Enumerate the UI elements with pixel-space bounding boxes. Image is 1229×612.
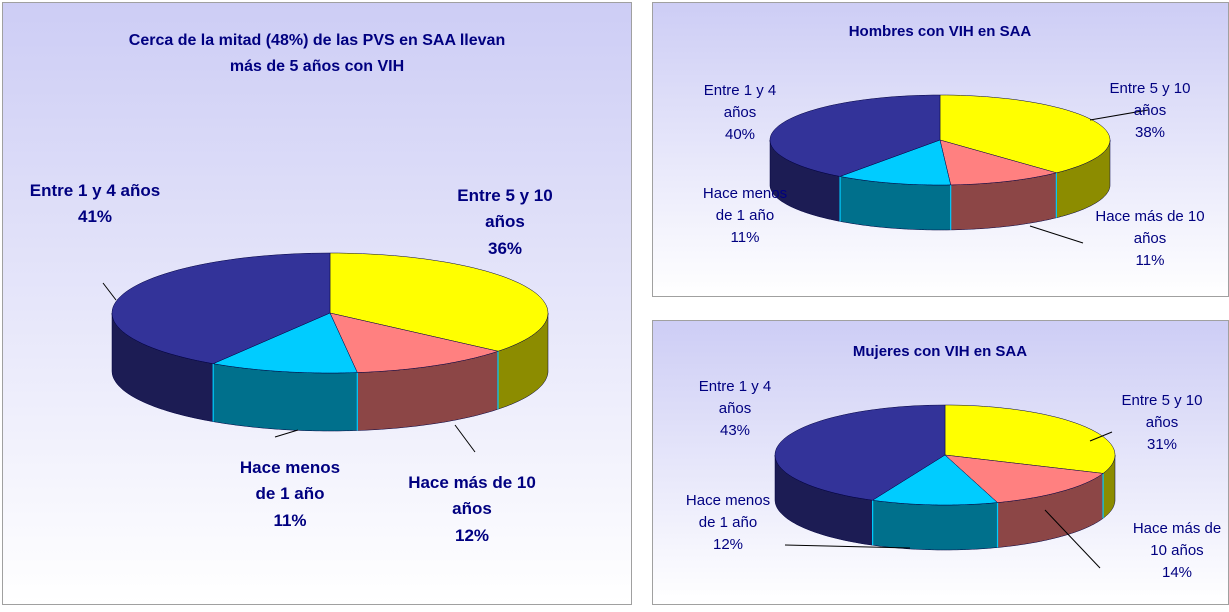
category-label: Entre 5 y 10 años [1109, 80, 1191, 119]
category-label: Entre 1 y 4 años [703, 82, 777, 121]
data-label: Entre 1 y 4 años 40% [695, 80, 785, 145]
value-label: 41% [77, 207, 113, 227]
leader-line [274, 429, 299, 438]
value-label: 11% [273, 510, 307, 530]
data-label: Entre 5 y 10 años 36% [450, 183, 560, 262]
category-label: Hace más de 10 años [1132, 520, 1222, 559]
data-label: Hace menos de 1 año 11% [695, 183, 795, 248]
category-label: Hace menos de 1 año [702, 185, 788, 224]
pie-slice [329, 252, 549, 352]
data-label: Entre 5 y 10 años 31% [1117, 390, 1207, 455]
leader-line [102, 282, 117, 301]
category-label: Hace más de 10 años [1095, 208, 1205, 247]
leader-line [1089, 109, 1149, 121]
value-label: 12% [454, 525, 490, 545]
pie-side [212, 363, 358, 432]
pie-slice [769, 94, 941, 177]
category-label: Hace más de 10 años [408, 473, 536, 519]
value-label: 38% [1134, 123, 1166, 141]
category-label: Hace menos de 1 año [685, 492, 771, 531]
chart-title: Mujeres con VIH en SAA [852, 343, 1028, 360]
data-label: Hace más de 10 años 12% [407, 470, 537, 549]
pie-slice [939, 94, 1111, 174]
pie-side [872, 499, 998, 551]
data-label: Hace más de 10 años 14% [1127, 518, 1227, 583]
value-label: 12% [712, 535, 744, 553]
data-label: Hace más de 10 años 11% [1090, 206, 1210, 271]
chart-title: Hombres con VIH en SAA [848, 23, 1032, 40]
leader-line [454, 424, 476, 453]
pie-slice [111, 252, 331, 364]
chart-title: Cerca de la mitad (48%) de las PVS en SA… [128, 32, 506, 76]
leader-line [1089, 431, 1113, 442]
value-label: 11% [1135, 251, 1165, 269]
category-label: Entre 1 y 4 años [698, 378, 772, 417]
value-label: 31% [1146, 435, 1178, 453]
value-label: 11% [730, 228, 760, 246]
pie-slice [939, 139, 1058, 186]
category-label: Entre 5 y 10 años [1121, 392, 1203, 431]
category-label: Entre 1 y 4 años [29, 181, 161, 200]
leader-line [784, 544, 911, 549]
value-label: 14% [1161, 563, 1193, 581]
data-label: Entre 1 y 4 años 41% [25, 178, 165, 231]
value-label: 36% [487, 238, 523, 258]
pie-slice [329, 312, 499, 373]
leader-line [1044, 509, 1101, 569]
category-label: Hace menos de 1 año [239, 458, 341, 504]
value-label: 40% [724, 125, 756, 143]
category-label: Entre 5 y 10 años [457, 186, 553, 232]
pie-slice [871, 454, 999, 506]
data-label: Hace menos de 1 año 11% [235, 455, 345, 534]
value-label: 43% [719, 421, 751, 439]
data-label: Entre 1 y 4 años 43% [685, 376, 785, 441]
data-label: Hace menos de 1 año 12% [683, 490, 773, 555]
leader-line [1029, 225, 1084, 244]
pie-slice [774, 404, 946, 501]
data-label: Entre 5 y 10 años 38% [1095, 78, 1205, 143]
pie-slice [839, 139, 952, 186]
pie-slice [212, 312, 358, 374]
pie-slice [944, 404, 1116, 474]
